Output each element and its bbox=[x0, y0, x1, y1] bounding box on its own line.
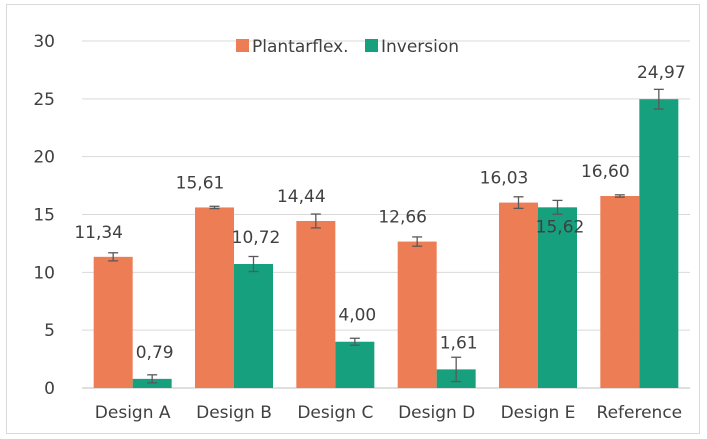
data-label: 11,34 bbox=[74, 223, 123, 243]
y-tick-label: 0 bbox=[44, 379, 55, 399]
legend-label-plantarflex: Plantarflex. bbox=[252, 37, 349, 57]
bar-plantarflex bbox=[600, 195, 640, 388]
x-tick-label: Design A bbox=[95, 403, 171, 423]
data-label: 14,44 bbox=[277, 187, 326, 207]
y-tick-label: 5 bbox=[44, 321, 55, 341]
bar-plantarflex bbox=[296, 220, 336, 388]
data-label: 15,62 bbox=[536, 217, 585, 237]
y-axis-ticks: 0 5 10 15 20 25 30 bbox=[33, 32, 55, 399]
data-labels: 11,34 0,79 15,61 10,72 14,44 4,00 12,66 1,61 16,… bbox=[74, 63, 685, 363]
error-bars bbox=[108, 88, 664, 384]
legend-label-inversion: Inversion bbox=[381, 37, 459, 57]
bar-inversion bbox=[639, 99, 679, 389]
data-label: 12,66 bbox=[378, 208, 427, 228]
bar-plantarflex bbox=[93, 256, 133, 388]
data-label: 24,97 bbox=[637, 63, 686, 83]
data-label: 1,61 bbox=[440, 333, 478, 353]
legend: Plantarflex. Inversion bbox=[236, 37, 459, 57]
x-tick-label: Design C bbox=[297, 403, 373, 423]
bars bbox=[93, 99, 679, 389]
bar-inversion bbox=[538, 207, 577, 388]
x-tick-label: Reference bbox=[597, 403, 683, 423]
data-label: 15,61 bbox=[176, 173, 225, 193]
bar-plantarflex bbox=[499, 202, 538, 388]
data-label: 4,00 bbox=[338, 306, 376, 326]
bar-inversion bbox=[335, 341, 375, 388]
bar-plantarflex bbox=[195, 207, 234, 388]
y-tick-label: 25 bbox=[33, 90, 55, 110]
data-label: 10,72 bbox=[232, 228, 281, 248]
x-tick-label: Design D bbox=[398, 403, 475, 423]
y-tick-label: 10 bbox=[33, 263, 55, 283]
data-label: 16,60 bbox=[581, 162, 630, 182]
bar-inversion bbox=[234, 264, 273, 388]
x-tick-label: Design B bbox=[196, 403, 272, 423]
y-tick-label: 15 bbox=[33, 206, 55, 226]
y-tick-label: 20 bbox=[33, 148, 55, 168]
data-label: 16,03 bbox=[480, 169, 529, 189]
gridlines bbox=[82, 40, 690, 389]
legend-swatch-inversion bbox=[365, 39, 378, 52]
bar-plantarflex bbox=[397, 241, 437, 388]
y-tick-label: 30 bbox=[33, 32, 55, 52]
x-axis-ticks: Design A Design B Design C Design D Design E… bbox=[95, 403, 682, 423]
x-tick-label: Design E bbox=[501, 403, 576, 423]
data-label: 0,79 bbox=[136, 343, 174, 363]
legend-swatch-plantarflex bbox=[236, 39, 249, 52]
